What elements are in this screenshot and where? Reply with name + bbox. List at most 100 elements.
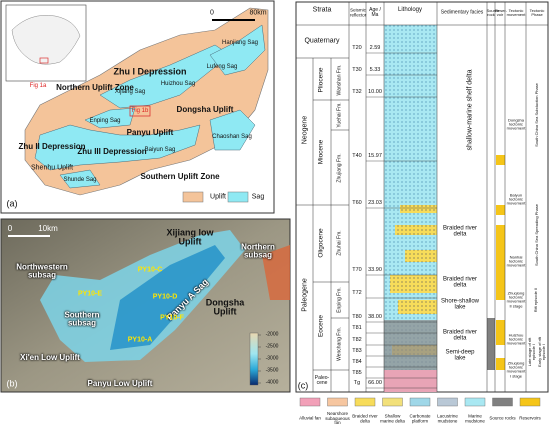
panel-label: (b) (6, 378, 18, 389)
legend-label: Carbonate platform (409, 413, 431, 423)
high-area (262, 245, 290, 300)
well-label: PY10-F (160, 314, 184, 322)
epoch: Oligocene (317, 228, 325, 258)
colorbar-label: -2000 (265, 331, 279, 338)
age: 38.00 (368, 314, 382, 321)
map-label: Zhu I Depression (113, 66, 187, 77)
column-header: Tectonic Phase (529, 7, 545, 17)
map-label: Enping Sag (89, 117, 121, 124)
map-label: Southern subsag (64, 310, 100, 328)
legend-label: Shallow marine delta (380, 413, 405, 423)
map-label: Chaoshan Sag (212, 133, 252, 140)
reflector: T81 (352, 325, 362, 332)
scale-label: 10km (38, 223, 58, 233)
legend-label: Reservoirs (519, 415, 541, 421)
reflector: T84 (352, 359, 362, 366)
formation: Zhuhai Fm. (336, 230, 343, 256)
facies: Braided river delta (442, 276, 477, 289)
inset-locator (39, 57, 49, 64)
legend-swatch (354, 397, 376, 407)
map-label: Shenhu Uplift (30, 164, 74, 172)
tectonic-movement: Zhuqiong tectonic movement II stage (506, 290, 526, 309)
legend-swatch (327, 397, 348, 407)
column-header: Lithology (397, 6, 423, 13)
column-header: Tectonic movement (506, 7, 526, 17)
legend-label: Uplift (210, 193, 226, 201)
period: Quaternary (304, 37, 340, 45)
facies: Braided river delta (442, 329, 477, 342)
map-label: Southern Uplift Zone (140, 171, 220, 181)
sag-deep (110, 245, 225, 350)
legend-swatch (182, 191, 204, 203)
epoch: Eocene (317, 314, 325, 338)
map-label: Fig 1a (29, 82, 47, 89)
map-label: Dongsha Uplift (205, 297, 245, 317)
age: 33.90 (368, 267, 382, 274)
tectonic-phase: Early stage of rift episode I (536, 336, 546, 367)
column-header: Sedimentary facies (440, 9, 484, 16)
tectonic-movement: Baiyun tectonic movement (506, 192, 526, 207)
legend-label: Sag (251, 193, 265, 201)
panel-label: (a) (6, 198, 18, 209)
formation: Wanshan Fm. (336, 64, 343, 96)
epoch: Pliocene (317, 67, 325, 93)
reflector: T30 (352, 67, 362, 74)
facies: Semi-deep lake (445, 349, 475, 362)
age: 10.00 (368, 89, 382, 96)
legend-swatch (227, 191, 249, 203)
map-label: Dongsha Uplift (176, 104, 234, 114)
map-label: Xijiang low Uplift (166, 227, 214, 247)
tectonic-movement: Zhuqiong tectonic movement I stage (506, 360, 526, 379)
age: 5.33 (369, 67, 381, 74)
tectonic-movement: Dongsha tectonic movement (506, 117, 526, 132)
legend-swatch (299, 397, 321, 407)
colorbar (249, 332, 259, 386)
legend-label: Marine mudstone (465, 413, 485, 423)
map-label: Zhu III Depression (77, 146, 147, 156)
reflector: T80 (352, 314, 362, 321)
lithology-basement (384, 370, 437, 392)
map-label: Panyu Uplift (126, 127, 174, 137)
reflector: T32 (352, 89, 362, 96)
column-header: Seismic reflector (350, 7, 367, 17)
period: Paleogene (301, 278, 309, 312)
epoch: Paleo-cene (314, 374, 330, 386)
legend-label: Source rocks (489, 415, 516, 421)
reflector: T70 (352, 267, 362, 274)
well-label: PY10-D (152, 293, 178, 301)
map-label: Fig 1b (131, 107, 149, 114)
legend-swatch (464, 397, 486, 407)
well-label: PY10-E (77, 290, 103, 298)
sag-areas (34, 24, 266, 189)
map-label: Hanjiang Sag (221, 39, 259, 46)
map-label: Panyu Low Uplift (87, 378, 153, 388)
panel-label: (c) (297, 380, 309, 391)
table-rules (296, 2, 548, 392)
colorbar-label: -3000 (265, 355, 279, 362)
age: 23.03 (368, 200, 382, 207)
colorbar-label: -3500 (265, 367, 279, 374)
legend-swatch (409, 397, 431, 407)
tectonic-phase: Rift episode II (532, 287, 538, 313)
period: Neogene (301, 115, 309, 145)
map-label: Northwestern subsag (16, 262, 68, 280)
reflector: T85 (352, 370, 362, 377)
scale-label: 80km (249, 9, 267, 17)
column-header: Reser-voir (495, 7, 508, 17)
reflector: T82 (352, 337, 362, 344)
map-label: Northern Uplift Zone (56, 82, 134, 92)
legend-swatch (437, 397, 458, 407)
formation: Zhujiang Fm. (336, 153, 343, 183)
well-label: PY10-A (127, 336, 153, 344)
map-label: Baiyun Sag (144, 146, 176, 153)
reflector: T83 (352, 348, 362, 355)
map-label: Zhu II Depression (18, 141, 86, 151)
tectonic-movement: Nanhai tectonic movement (506, 254, 526, 269)
reflector: T40 (352, 153, 362, 160)
reservoir-intervals (496, 155, 505, 370)
legend-label: Nearshore subaqueous fan (325, 410, 350, 426)
colorbar-label: -4000 (265, 379, 279, 386)
formation: Enping Fm. (336, 287, 343, 313)
reflector: T20 (352, 45, 362, 52)
